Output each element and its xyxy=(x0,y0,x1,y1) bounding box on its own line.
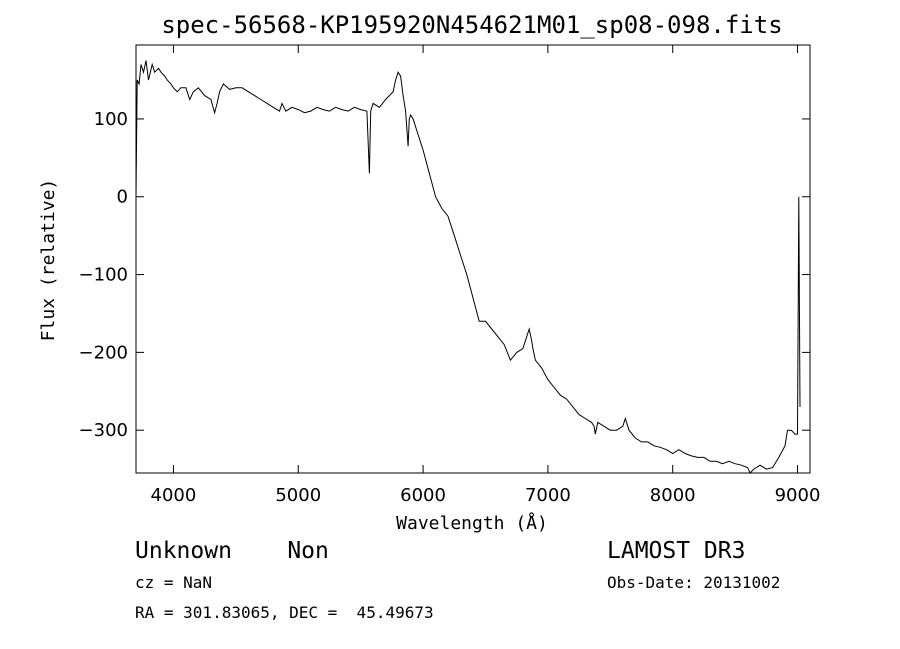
y-tick-label: −300 xyxy=(79,420,128,441)
x-tick-label: 9000 xyxy=(775,485,821,506)
x-tick-label: 5000 xyxy=(275,485,321,506)
y-axis: 100 0 −100 −200 −300 xyxy=(79,109,810,441)
object-classification: Unknown Non xyxy=(135,538,329,564)
x-tick-label: 6000 xyxy=(400,485,446,506)
x-tick-label: 7000 xyxy=(525,485,571,506)
coordinates: RA = 301.83065, DEC = 45.49673 xyxy=(135,603,434,622)
y-tick-label: −100 xyxy=(79,265,128,286)
y-tick-label: −200 xyxy=(79,342,128,363)
spectrum-series-line xyxy=(135,60,801,474)
survey-name: LAMOST DR3 xyxy=(607,538,746,564)
observation-date: Obs-Date: 20131002 xyxy=(607,573,781,592)
x-axis: 4000 5000 6000 7000 8000 9000 xyxy=(151,45,821,506)
chart-title: spec-56568-KP195920N454621M01_sp08-098.f… xyxy=(161,11,782,39)
x-axis-label: Wavelength (Å) xyxy=(396,512,548,534)
x-tick-label: 8000 xyxy=(650,485,696,506)
y-tick-label: 100 xyxy=(94,109,128,130)
redshift-cz: cz = NaN xyxy=(135,573,213,592)
x-tick-label: 4000 xyxy=(151,485,197,506)
y-tick-label: 0 xyxy=(117,187,128,208)
plot-frame xyxy=(135,44,811,474)
y-axis-label: Flux (relative) xyxy=(38,179,59,342)
